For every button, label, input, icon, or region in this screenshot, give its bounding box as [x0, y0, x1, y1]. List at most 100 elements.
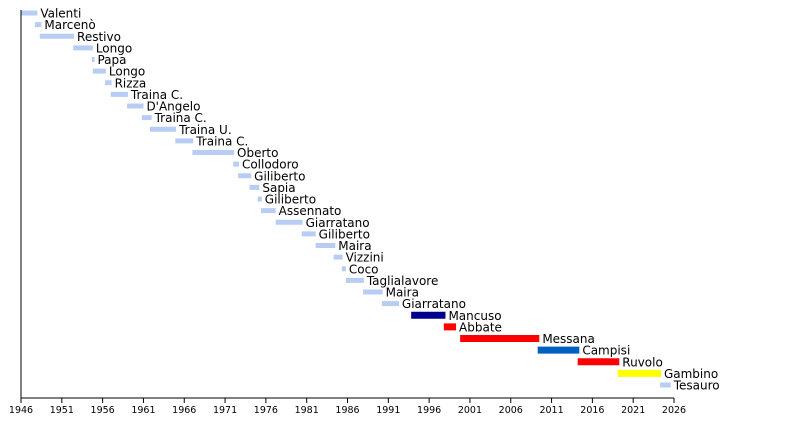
term-bar [257, 196, 262, 202]
mayor-label: Giarratano [306, 216, 370, 230]
term-bar [577, 358, 620, 366]
mayor-label: Traina C. [195, 134, 248, 148]
mayor-label: Giliberto [265, 193, 316, 207]
term-bar [301, 231, 316, 237]
term-bar [460, 335, 540, 342]
bar-group: Maira [315, 239, 372, 253]
term-bar [249, 184, 260, 190]
mayor-label: Giliberto [319, 227, 370, 241]
bar-group: D'Angelo [127, 100, 200, 114]
bar-group: Sapia [249, 181, 296, 195]
term-bar [363, 289, 383, 295]
term-bar [537, 346, 580, 354]
bar-group: Giarratano [275, 216, 370, 230]
bar-group: Oberto [192, 146, 278, 160]
term-bar [175, 138, 194, 144]
mayor-label: Collodoro [242, 158, 299, 172]
term-bar [192, 150, 235, 155]
term-bar [21, 10, 38, 16]
term-bar [39, 33, 75, 39]
mayor-label: Longo [109, 65, 145, 79]
bars-layer: ValentiMarcenòRestivoLongoPapaLongoRizza… [21, 7, 720, 393]
bar-group: Giarratano [381, 297, 466, 311]
bar-group: Vizzini [333, 251, 384, 265]
x-axis: 1946 1951 1956 1961 1966 1971 1976 1981 1986 1991… [9, 10, 686, 416]
mayor-label: Papa [97, 53, 126, 67]
term-bar [34, 22, 42, 28]
term-bar [73, 45, 93, 51]
term-bar [315, 243, 336, 248]
term-bar [92, 68, 106, 74]
x-tick-label: 1966 [172, 405, 196, 416]
mayor-label: Messana [542, 332, 595, 346]
x-tick-label: 1986 [335, 405, 359, 416]
bar-group: Papa [92, 53, 126, 67]
bar-group: Ruvolo [577, 355, 663, 369]
x-tick-label: 2011 [539, 405, 563, 416]
mayor-label: Traina C. [130, 88, 183, 102]
bar-group: Restivo [39, 30, 121, 44]
term-bar [238, 173, 252, 179]
mayor-label: D'Angelo [146, 100, 200, 114]
mayor-label: Abbate [459, 320, 502, 334]
term-bar [341, 266, 346, 272]
bar-group: Collodoro [233, 158, 299, 172]
mayor-label: Gambino [664, 367, 718, 381]
bar-group: Taglialavore [345, 274, 438, 288]
bar-group: Messana [460, 332, 595, 346]
mayor-label: Assennato [279, 204, 342, 218]
bar-group: Mancuso [411, 309, 502, 323]
x-tick-label: 2006 [499, 405, 523, 416]
term-bar [141, 115, 152, 121]
bar-group: Giliberto [238, 169, 305, 183]
bar-group: Traina C. [141, 111, 207, 125]
term-bar [233, 161, 239, 167]
term-bar [127, 103, 144, 109]
bar-group: Assennato [260, 204, 342, 218]
mayor-label: Giliberto [254, 169, 305, 183]
term-bar [345, 277, 364, 283]
mayor-label: Traina C. [154, 111, 207, 125]
mayor-label: Ruvolo [622, 355, 663, 369]
term-bar [381, 301, 399, 307]
bar-group: Abbate [443, 320, 502, 334]
mayor-label: Campisi [582, 344, 630, 358]
term-bar [105, 80, 112, 86]
term-bar [260, 208, 276, 214]
mayor-label: Traina U. [178, 123, 232, 137]
bar-group: Giliberto [257, 193, 316, 207]
mayor-label: Restivo [77, 30, 121, 44]
mayor-label: Coco [349, 262, 379, 276]
x-tick-label: 1991 [376, 405, 400, 416]
x-tick-label: 1996 [417, 405, 441, 416]
term-bar [660, 382, 671, 388]
mayor-label: Maira [338, 239, 371, 253]
bar-group: Gambino [617, 367, 718, 381]
mayor-label: Marcenò [44, 18, 95, 32]
term-bar [443, 323, 457, 331]
bar-group: Valenti [21, 7, 81, 21]
x-tick-label: 1971 [213, 405, 237, 416]
x-tick-label: 1946 [9, 405, 33, 416]
bar-group: Traina U. [149, 123, 232, 137]
term-bar [333, 254, 343, 260]
x-tick-label: 2026 [662, 405, 686, 416]
mayor-label: Vizzini [346, 251, 384, 265]
bar-group: Coco [341, 262, 379, 276]
bar-group: Longo [73, 41, 132, 55]
bar-group: Campisi [537, 344, 630, 358]
mayor-label: Valenti [40, 7, 81, 21]
mayor-label: Rizza [115, 76, 147, 90]
x-tick-label: 1961 [131, 405, 155, 416]
term-bar [411, 311, 446, 319]
x-tick-label: 2001 [458, 405, 482, 416]
bar-group: Maira [363, 286, 419, 300]
x-tick-label: 1981 [295, 405, 319, 416]
x-tick-label: 1976 [254, 405, 278, 416]
term-bar [110, 91, 128, 97]
bar-group: Longo [92, 65, 145, 79]
bar-group: Traina C. [175, 134, 248, 148]
bar-group: Marcenò [34, 18, 96, 32]
term-bar [149, 126, 177, 132]
